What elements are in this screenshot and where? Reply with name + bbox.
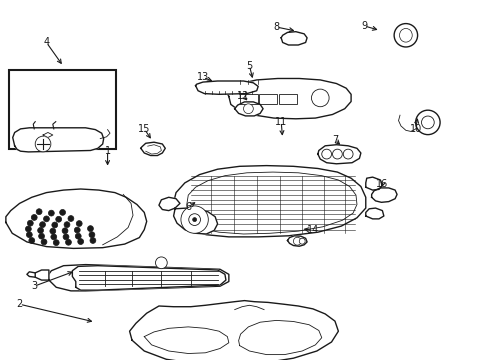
Circle shape — [64, 222, 70, 228]
Circle shape — [75, 233, 81, 239]
Polygon shape — [6, 189, 146, 248]
Circle shape — [299, 238, 305, 244]
Polygon shape — [227, 78, 350, 119]
Circle shape — [26, 232, 32, 238]
Circle shape — [293, 237, 301, 245]
Text: 11: 11 — [274, 117, 287, 127]
Polygon shape — [72, 266, 225, 290]
Circle shape — [52, 222, 58, 228]
Circle shape — [35, 136, 51, 152]
Circle shape — [51, 234, 57, 240]
Text: 6: 6 — [185, 202, 191, 212]
Polygon shape — [195, 81, 258, 94]
Text: 15: 15 — [138, 124, 150, 134]
Circle shape — [41, 239, 47, 245]
Bar — [9, 70, 116, 149]
Polygon shape — [186, 172, 356, 234]
Circle shape — [53, 240, 59, 246]
Polygon shape — [35, 270, 49, 280]
Text: 12: 12 — [237, 91, 249, 102]
Circle shape — [311, 89, 328, 107]
Circle shape — [78, 239, 83, 244]
Polygon shape — [129, 301, 338, 360]
Text: 5: 5 — [246, 60, 252, 71]
Circle shape — [62, 228, 68, 234]
Circle shape — [415, 110, 439, 135]
Circle shape — [68, 216, 74, 221]
Polygon shape — [173, 208, 217, 234]
Circle shape — [63, 234, 69, 240]
Polygon shape — [43, 132, 53, 138]
Polygon shape — [141, 142, 165, 156]
Circle shape — [421, 116, 433, 129]
Circle shape — [74, 227, 80, 233]
Circle shape — [87, 226, 93, 231]
Circle shape — [188, 214, 200, 225]
Circle shape — [31, 215, 37, 220]
Circle shape — [343, 149, 352, 159]
Text: 8: 8 — [273, 22, 279, 32]
Polygon shape — [317, 145, 360, 164]
Polygon shape — [159, 197, 180, 211]
Circle shape — [155, 257, 167, 269]
Circle shape — [243, 104, 253, 114]
Circle shape — [192, 218, 196, 221]
Circle shape — [56, 216, 61, 222]
Text: 1: 1 — [104, 146, 110, 156]
Polygon shape — [371, 188, 396, 202]
Circle shape — [50, 228, 56, 234]
Polygon shape — [287, 236, 306, 246]
Circle shape — [60, 210, 65, 215]
Circle shape — [48, 210, 54, 216]
Circle shape — [36, 209, 42, 215]
Polygon shape — [48, 265, 228, 291]
Circle shape — [332, 149, 342, 159]
Polygon shape — [234, 102, 263, 116]
Polygon shape — [365, 177, 382, 190]
Circle shape — [38, 228, 43, 233]
Polygon shape — [281, 32, 306, 45]
Bar — [278, 94, 296, 104]
Polygon shape — [13, 128, 103, 152]
Text: 9: 9 — [361, 21, 366, 31]
Text: 14: 14 — [306, 225, 319, 235]
Circle shape — [39, 233, 44, 239]
Circle shape — [40, 222, 45, 228]
Text: 13: 13 — [196, 72, 209, 82]
Text: 2: 2 — [17, 299, 22, 309]
Text: 4: 4 — [43, 37, 49, 48]
Circle shape — [43, 216, 49, 222]
Circle shape — [181, 206, 208, 233]
Circle shape — [89, 232, 95, 238]
Circle shape — [321, 149, 331, 159]
Text: 16: 16 — [375, 179, 388, 189]
Polygon shape — [365, 208, 383, 219]
Text: 3: 3 — [31, 281, 37, 291]
Circle shape — [76, 221, 82, 226]
Polygon shape — [173, 166, 365, 237]
Text: 7: 7 — [331, 135, 337, 145]
Circle shape — [90, 238, 96, 243]
Bar — [259, 94, 276, 104]
Circle shape — [65, 239, 71, 245]
Ellipse shape — [393, 23, 417, 47]
Circle shape — [29, 238, 35, 243]
Circle shape — [25, 226, 31, 232]
Circle shape — [27, 220, 33, 226]
Bar — [240, 94, 258, 104]
Text: 10: 10 — [408, 124, 421, 134]
